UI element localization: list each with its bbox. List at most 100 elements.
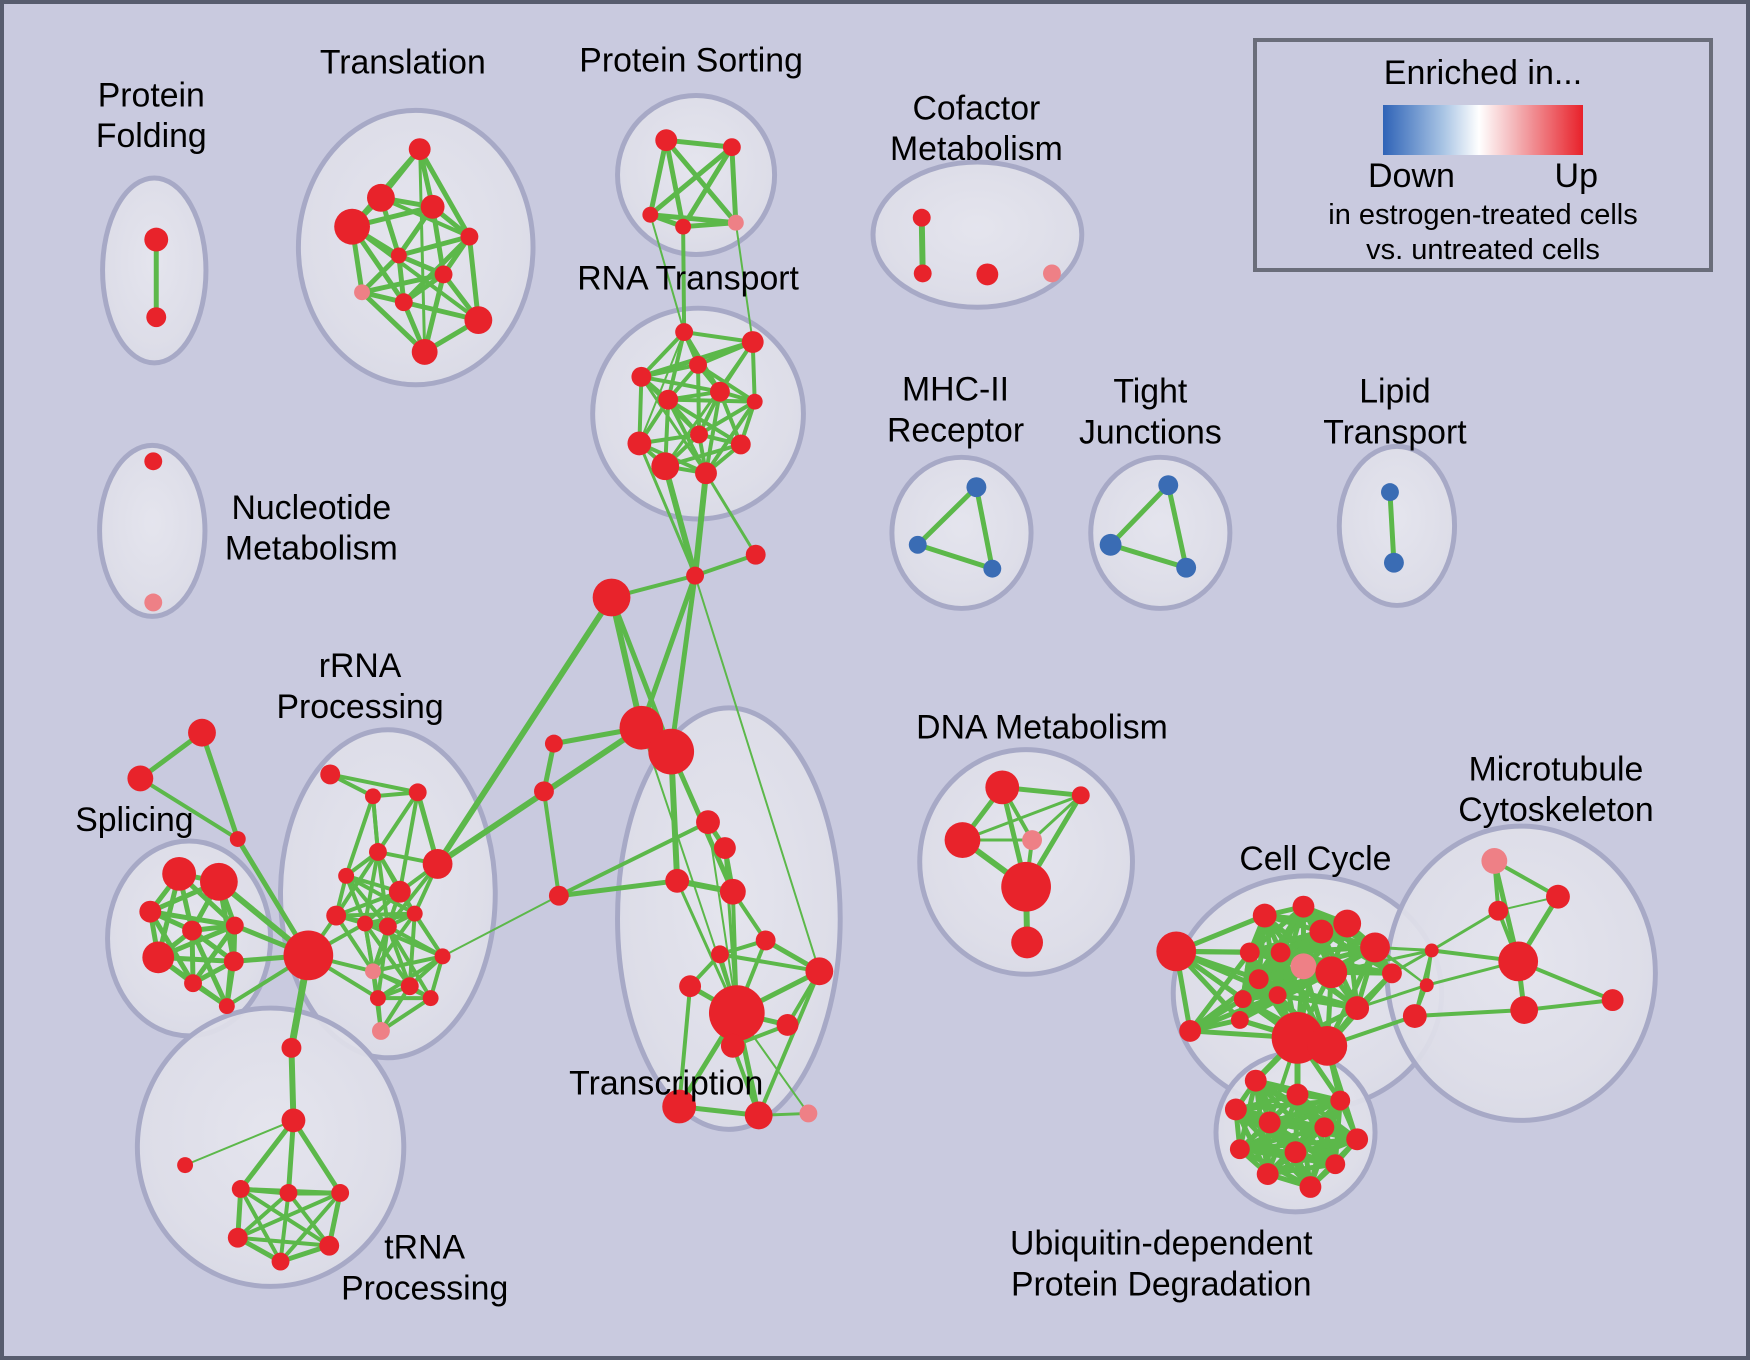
gene-set-node[interactable] (390, 247, 407, 264)
gene-set-node[interactable] (1424, 943, 1439, 958)
gene-set-node[interactable] (177, 1157, 194, 1174)
gene-set-node[interactable] (1333, 909, 1362, 938)
gene-set-node[interactable] (696, 810, 720, 835)
gene-set-node[interactable] (709, 381, 730, 402)
gene-set-node[interactable] (1043, 264, 1061, 283)
gene-set-node[interactable] (320, 764, 341, 785)
gene-set-node[interactable] (744, 1101, 773, 1130)
gene-set-node[interactable] (1099, 533, 1122, 556)
gene-set-node[interactable] (144, 593, 163, 612)
gene-set-node[interactable] (271, 1252, 290, 1271)
gene-set-node[interactable] (1290, 953, 1317, 980)
gene-set-node[interactable] (720, 1033, 745, 1058)
gene-set-node[interactable] (1481, 848, 1508, 874)
gene-set-node[interactable] (1258, 1111, 1281, 1134)
gene-set-node[interactable] (1382, 963, 1402, 984)
gene-set-node[interactable] (675, 323, 694, 342)
gene-set-node[interactable] (365, 788, 381, 805)
gene-set-node[interactable] (460, 227, 479, 246)
gene-set-node[interactable] (1299, 1176, 1322, 1198)
gene-set-node[interactable] (1498, 941, 1539, 982)
gene-set-node[interactable] (1158, 475, 1179, 496)
gene-set-node[interactable] (686, 566, 705, 585)
gene-set-node[interactable] (368, 843, 387, 861)
gene-set-node[interactable] (326, 905, 347, 926)
gene-set-node[interactable] (144, 452, 163, 471)
gene-set-node[interactable] (912, 208, 931, 227)
gene-set-node[interactable] (908, 535, 927, 554)
gene-set-node[interactable] (1488, 900, 1509, 921)
gene-set-node[interactable] (983, 559, 1002, 578)
gene-set-node[interactable] (722, 138, 741, 157)
gene-set-node[interactable] (406, 905, 423, 922)
gene-set-node[interactable] (675, 218, 692, 235)
gene-set-node[interactable] (944, 822, 981, 858)
gene-set-node[interactable] (1244, 1069, 1267, 1092)
gene-set-node[interactable] (1176, 557, 1197, 578)
gene-set-node[interactable] (727, 214, 744, 231)
gene-set-node[interactable] (1345, 996, 1370, 1020)
gene-set-node[interactable] (651, 452, 680, 481)
gene-set-node[interactable] (1011, 926, 1044, 959)
gene-set-node[interactable] (394, 293, 413, 312)
gene-set-node[interactable] (1546, 884, 1570, 909)
gene-set-node[interactable] (225, 916, 244, 935)
gene-set-node[interactable] (976, 263, 999, 286)
gene-set-node[interactable] (1383, 552, 1404, 573)
gene-set-node[interactable] (648, 728, 695, 775)
gene-set-node[interactable] (1510, 996, 1539, 1024)
gene-set-node[interactable] (655, 129, 678, 152)
gene-set-node[interactable] (283, 930, 334, 981)
gene-set-node[interactable] (1229, 1139, 1250, 1160)
gene-set-node[interactable] (1233, 990, 1252, 1009)
gene-set-node[interactable] (627, 431, 652, 456)
gene-set-node[interactable] (1179, 1019, 1202, 1042)
gene-set-node[interactable] (1402, 1004, 1427, 1028)
gene-set-node[interactable] (1270, 942, 1291, 963)
gene-set-node[interactable] (1315, 956, 1348, 989)
gene-set-node[interactable] (422, 849, 453, 879)
gene-set-node[interactable] (1239, 942, 1260, 963)
gene-set-node[interactable] (679, 975, 702, 998)
gene-set-node[interactable] (162, 856, 197, 891)
gene-set-node[interactable] (966, 477, 987, 498)
gene-set-node[interactable] (281, 1037, 302, 1058)
gene-set-node[interactable] (719, 878, 746, 905)
gene-set-node[interactable] (689, 355, 707, 374)
gene-set-node[interactable] (534, 781, 554, 802)
gene-set-node[interactable] (354, 284, 370, 301)
gene-set-node[interactable] (1022, 830, 1043, 850)
gene-set-node[interactable] (805, 957, 834, 986)
gene-set-node[interactable] (1314, 1117, 1335, 1138)
gene-set-node[interactable] (708, 985, 765, 1041)
gene-set-node[interactable] (695, 462, 717, 485)
gene-set-node[interactable] (434, 948, 451, 965)
gene-set-node[interactable] (334, 208, 370, 245)
gene-set-node[interactable] (665, 868, 690, 893)
gene-set-node[interactable] (544, 734, 563, 753)
gene-set-node[interactable] (369, 990, 386, 1007)
gene-set-node[interactable] (710, 945, 729, 964)
gene-set-node[interactable] (231, 1180, 250, 1198)
gene-set-node[interactable] (1601, 989, 1624, 1012)
gene-set-node[interactable] (218, 998, 235, 1015)
gene-set-node[interactable] (755, 930, 776, 951)
gene-set-node[interactable] (1248, 969, 1269, 990)
gene-set-node[interactable] (1307, 1025, 1348, 1066)
gene-set-node[interactable] (388, 880, 411, 903)
gene-set-node[interactable] (365, 963, 381, 980)
gene-set-node[interactable] (371, 1021, 390, 1040)
gene-set-node[interactable] (1309, 919, 1334, 944)
gene-set-node[interactable] (642, 206, 659, 223)
gene-set-node[interactable] (127, 765, 154, 792)
gene-set-node[interactable] (776, 1014, 799, 1036)
gene-set-node[interactable] (1419, 978, 1434, 993)
gene-set-node[interactable] (658, 389, 679, 410)
gene-set-node[interactable] (690, 425, 708, 444)
gene-set-node[interactable] (985, 770, 1020, 805)
gene-set-node[interactable] (331, 1184, 350, 1202)
gene-set-node[interactable] (139, 900, 162, 923)
gene-set-node[interactable] (281, 1108, 306, 1133)
gene-set-node[interactable] (1001, 861, 1051, 912)
gene-set-node[interactable] (746, 393, 763, 410)
